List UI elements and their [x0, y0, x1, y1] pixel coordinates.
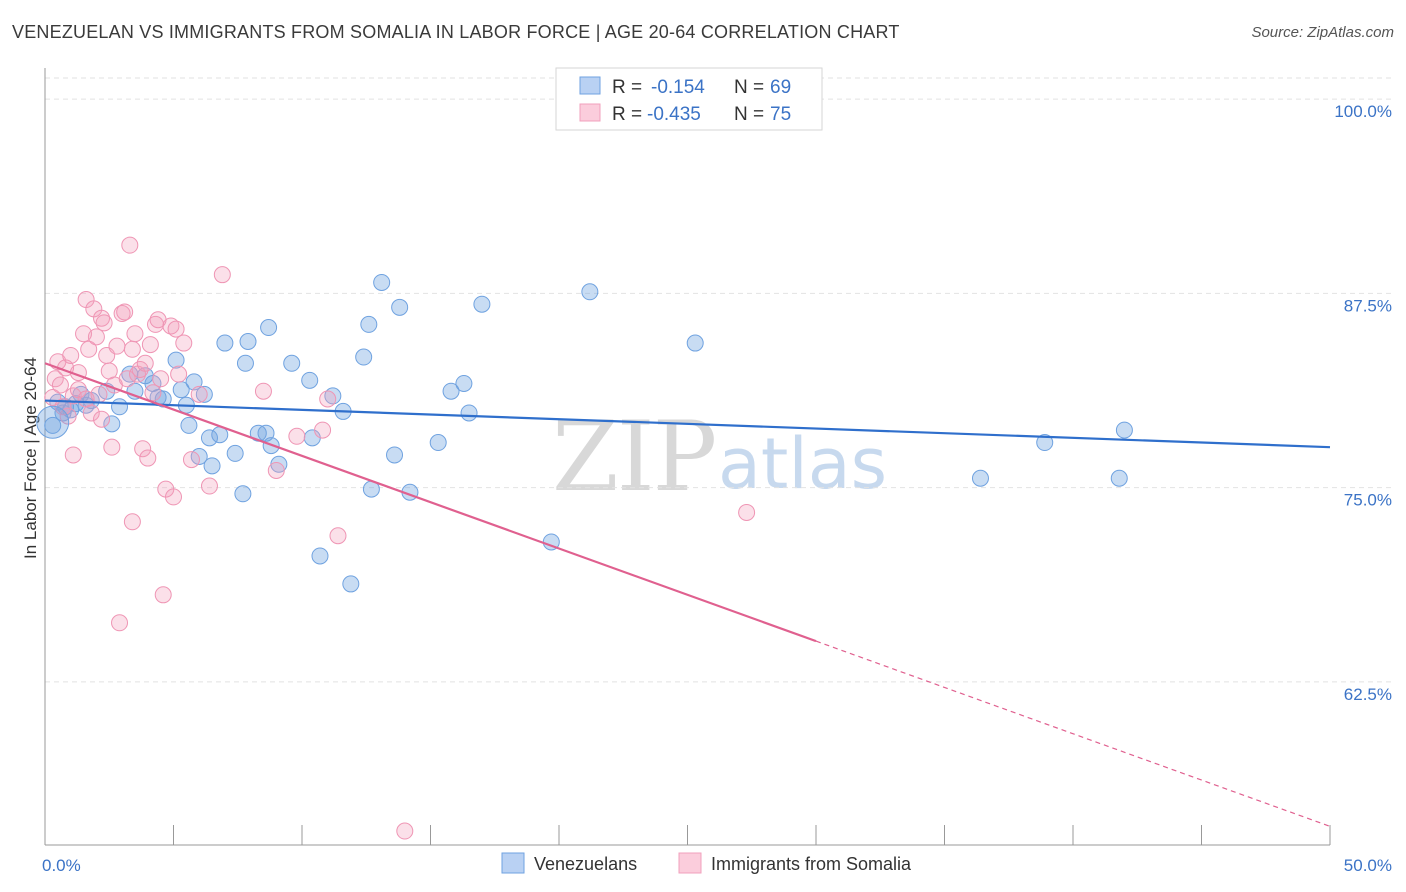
somalia-point [124, 514, 140, 530]
legend-n-value-2: 75 [770, 104, 791, 125]
somalia-point [88, 329, 104, 345]
venezuelans-point [374, 274, 390, 290]
somalia-point [183, 452, 199, 468]
venezuelans-point [284, 355, 300, 371]
venezuelans-point [356, 349, 372, 365]
legend-n-label-1: N = [734, 77, 764, 98]
venezuelans-point [37, 406, 69, 438]
grid-lines [45, 78, 1392, 682]
series-legend: Venezuelans Immigrants from Somalia [502, 853, 912, 874]
venezuelans-point [456, 375, 472, 391]
legend-n-label-2: N = [734, 104, 764, 125]
somalia-point [214, 267, 230, 283]
bottom-legend-label-venezuelans: Venezuelans [534, 854, 637, 874]
venezuelans-point [387, 447, 403, 463]
venezuelans-point [1116, 422, 1132, 438]
x-tick-label: 0.0% [42, 856, 81, 875]
somalia-point [176, 335, 192, 351]
venezuelans-point [112, 399, 128, 415]
venezuelans-point [217, 335, 233, 351]
somalia-point [145, 385, 161, 401]
legend-r-value-1: -0.154 [651, 77, 705, 98]
venezuelans-point [361, 316, 377, 332]
watermark-atlas: atlas [718, 423, 887, 505]
somalia-point [52, 377, 68, 393]
somalia-point [124, 341, 140, 357]
somalia-point [140, 450, 156, 466]
somalia-point [94, 411, 110, 427]
somalia-point [153, 371, 169, 387]
somalia-point [65, 447, 81, 463]
somalia-point [320, 391, 336, 407]
bottom-legend-swatch-venezuelans [502, 853, 524, 873]
y-axis-title: In Labor Force | Age 20-64 [21, 357, 40, 559]
legend-r-label-1: R = [612, 77, 642, 98]
y-tick-label: 75.0% [1344, 491, 1392, 510]
somalia-point [112, 615, 128, 631]
somalia-point [201, 478, 217, 494]
somalia-point [168, 321, 184, 337]
somalia-point [268, 462, 284, 478]
somalia-point [142, 337, 158, 353]
venezuelans-point [261, 320, 277, 336]
venezuelans-point [430, 435, 446, 451]
scatter-chart: ZIP atlas 62.5% 75.0% 87.5% 100.0% 0.0% 50.0… [0, 0, 1406, 892]
somalia-point [109, 338, 125, 354]
venezuelans-point [235, 486, 251, 502]
legend-n-value-1: 69 [770, 77, 791, 98]
venezuelans-point [240, 334, 256, 350]
venezuelans-point [582, 284, 598, 300]
somalia-point [289, 428, 305, 444]
venezuelans-point [474, 296, 490, 312]
stats-legend: R = -0.154 N = 69 R = -0.435 N = 75 [556, 68, 822, 130]
somalia-point [191, 386, 207, 402]
somalia-point [155, 587, 171, 603]
legend-r-label-2: R = [612, 104, 642, 125]
venezuelans-point [227, 445, 243, 461]
venezuelans-point [181, 417, 197, 433]
venezuelans-point [972, 470, 988, 486]
venezuelans-point [392, 299, 408, 315]
legend-swatch-somalia [580, 104, 600, 121]
venezuelans-point [204, 458, 220, 474]
legend-swatch-venezuelans [580, 77, 600, 94]
venezuelans-point [302, 372, 318, 388]
venezuelans-point [168, 352, 184, 368]
somalia-point [63, 347, 79, 363]
venezuelans-point [687, 335, 703, 351]
somalia-point [166, 489, 182, 505]
somalia-point [91, 386, 107, 402]
somalia-point [171, 366, 187, 382]
legend-r-value-2: -0.435 [647, 104, 701, 125]
somalia-trend-line-extension [816, 641, 1330, 826]
venezuelans-point [343, 576, 359, 592]
y-tick-label: 62.5% [1344, 685, 1392, 704]
somalia-point [739, 504, 755, 520]
venezuelans-point [461, 405, 477, 421]
somalia-point [104, 439, 120, 455]
watermark-zip: ZIP [552, 401, 715, 513]
venezuelans-point [1111, 470, 1127, 486]
somalia-point [96, 315, 112, 331]
somalia-point [330, 528, 346, 544]
y-tick-labels: 62.5% 75.0% 87.5% 100.0% [1334, 102, 1392, 704]
y-tick-label: 100.0% [1334, 102, 1392, 121]
somalia-point [315, 422, 331, 438]
bottom-legend-swatch-somalia [679, 853, 701, 873]
bottom-legend-label-somalia: Immigrants from Somalia [711, 854, 912, 874]
y-tick-label: 87.5% [1344, 296, 1392, 315]
somalia-point [122, 237, 138, 253]
somalia-point [117, 304, 133, 320]
data-points [37, 237, 1133, 839]
somalia-point [397, 823, 413, 839]
x-tick-label: 50.0% [1344, 856, 1392, 875]
somalia-point [127, 326, 143, 342]
venezuelans-point [237, 355, 253, 371]
venezuelans-point [312, 548, 328, 564]
somalia-point [137, 355, 153, 371]
somalia-point [255, 383, 271, 399]
